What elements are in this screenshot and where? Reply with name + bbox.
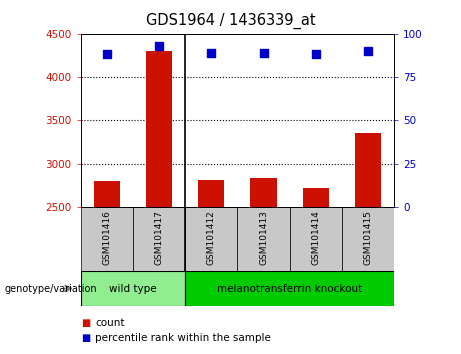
Bar (133, 207, 185, 271)
Text: wild type: wild type (109, 284, 157, 293)
Text: GDS1964 / 1436339_at: GDS1964 / 1436339_at (146, 12, 315, 29)
Text: percentile rank within the sample: percentile rank within the sample (95, 333, 272, 343)
Point (207, 50, 215, 56)
Text: GSM101413: GSM101413 (259, 210, 268, 265)
Bar (185, 207, 237, 271)
Text: GSM101415: GSM101415 (364, 210, 372, 265)
Point (312, 52, 319, 57)
Text: GSM101417: GSM101417 (154, 210, 164, 265)
Text: GSM101416: GSM101416 (102, 210, 111, 265)
Point (260, 50, 267, 56)
Bar (303, 188, 329, 207)
Text: genotype/variation: genotype/variation (5, 284, 97, 293)
Bar (237, 207, 290, 271)
Bar (342, 207, 394, 271)
Point (155, 43, 163, 48)
Bar (355, 133, 381, 207)
Point (364, 48, 372, 54)
Bar (94, 181, 120, 207)
Bar (185, 271, 394, 306)
Text: GSM101412: GSM101412 (207, 210, 216, 265)
Bar (146, 51, 172, 207)
Text: melanotransferrin knockout: melanotransferrin knockout (217, 284, 362, 293)
Text: GSM101414: GSM101414 (311, 210, 320, 265)
Point (103, 52, 111, 57)
Bar (198, 180, 225, 207)
Bar (81, 207, 133, 271)
Text: ■: ■ (81, 333, 90, 343)
Bar (290, 207, 342, 271)
Text: ■: ■ (81, 318, 90, 328)
Text: count: count (95, 318, 125, 328)
Bar (250, 178, 277, 207)
Bar (81, 271, 185, 306)
